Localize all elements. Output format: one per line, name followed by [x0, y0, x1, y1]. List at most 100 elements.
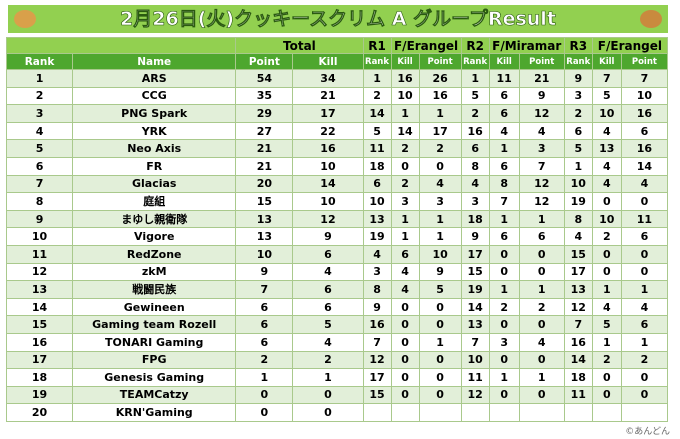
cell-value: 2 — [488, 297, 520, 317]
cell-value: 6 — [488, 156, 520, 176]
cell-value: 11 — [5, 244, 74, 264]
team-name: FR — [72, 156, 237, 176]
team-name: TONARI Gaming — [72, 332, 237, 352]
cell-value: 6 — [620, 227, 669, 246]
cell-value: 11 — [362, 139, 392, 158]
cell-value: 4 — [362, 244, 392, 264]
cell-value: 4 — [5, 121, 74, 141]
team-row: 10 Vigore 13 9 19 1 1 9 6 6 4 2 6 — [5, 227, 669, 246]
cell-value: 1 — [563, 156, 593, 176]
cell-value: 3 — [488, 332, 520, 352]
cell-value: 4 — [460, 174, 490, 194]
cell-value: 17 — [460, 244, 490, 264]
cell-value: 14 — [563, 350, 593, 370]
cell-value: 10 — [620, 86, 669, 106]
cell-value: 16 — [460, 121, 490, 141]
cell-value: 6 — [292, 297, 364, 317]
cell-value: 7 — [362, 332, 392, 352]
cell-value: 1 — [488, 139, 520, 158]
cell-value: 7 — [488, 192, 520, 211]
column-header: Point — [620, 53, 669, 70]
group-header: F/Erangel — [591, 37, 669, 54]
cell-value: 29 — [235, 104, 294, 123]
cell-value: 2 — [563, 104, 593, 123]
column-header: Rank — [5, 53, 74, 70]
cell-value: 13 — [460, 315, 490, 334]
cell-value: 13 — [591, 139, 622, 158]
column-header: Kill — [488, 53, 520, 70]
team-row: 13 戦闘民族 7 6 8 4 5 19 1 1 13 1 1 — [5, 280, 669, 299]
cell-value: 3 — [460, 192, 490, 211]
cell-value: 0 — [390, 156, 420, 176]
cell-value: 9 — [292, 227, 364, 246]
cell-value: 0 — [591, 385, 622, 405]
team-row: 8 庭組 15 10 10 3 3 3 7 12 19 0 0 — [5, 192, 669, 211]
cell-value: 0 — [292, 403, 364, 422]
cell-value: 35 — [235, 86, 294, 106]
cell-value: 10 — [292, 156, 364, 176]
cell-value: 2 — [390, 139, 420, 158]
cell-value: 5 — [591, 315, 622, 334]
empty-cell — [418, 403, 462, 422]
cell-value: 2 — [418, 139, 462, 158]
group-header: F/Erangel — [390, 37, 462, 54]
cell-value: 4 — [591, 121, 622, 141]
team-name: Gewineen — [72, 297, 237, 317]
cell-value: 4 — [518, 332, 565, 352]
cell-value: 18 — [460, 209, 490, 229]
cell-value: 5 — [292, 315, 364, 334]
cell-value: 5 — [563, 139, 593, 158]
team-row: 11 RedZone 10 6 4 6 10 17 0 0 15 0 0 — [5, 244, 669, 264]
cell-value: 2 — [591, 227, 622, 246]
cell-value: 0 — [292, 385, 364, 405]
cell-value: 14 — [5, 297, 74, 317]
cell-value: 18 — [362, 156, 392, 176]
cell-value: 11 — [563, 385, 593, 405]
cell-value: 0 — [518, 385, 565, 405]
title: 2月26日(火)クッキースクリム A グループResult — [120, 8, 556, 31]
cell-value: 1 — [418, 104, 462, 123]
cell-value: 1 — [390, 209, 420, 229]
cell-value: 3 — [563, 86, 593, 106]
cell-value: 0 — [591, 262, 622, 282]
cell-value: 20 — [5, 403, 74, 422]
cell-value: 16 — [292, 139, 364, 158]
cell-value: 6 — [488, 86, 520, 106]
empty-cell — [460, 403, 490, 422]
cell-value: 16 — [418, 86, 462, 106]
cell-value: 4 — [591, 156, 622, 176]
cell-value: 12 — [518, 192, 565, 211]
cell-value: 20 — [235, 174, 294, 194]
group-header: R2 — [460, 37, 490, 54]
cell-value: 16 — [620, 139, 669, 158]
cell-value: 16 — [620, 104, 669, 123]
cell-value: 12 — [518, 174, 565, 194]
cell-value: 10 — [5, 227, 74, 246]
team-name: FPG — [72, 350, 237, 370]
cell-value: 6 — [292, 280, 364, 299]
team-name: Glacias — [72, 174, 237, 194]
cell-value: 7 — [460, 332, 490, 352]
cell-value: 4 — [620, 174, 669, 194]
cell-value: 13 — [235, 209, 294, 229]
cell-value: 6 — [488, 227, 520, 246]
cell-value: 17 — [362, 368, 392, 387]
cell-value: 0 — [390, 368, 420, 387]
cell-value: 0 — [518, 350, 565, 370]
cell-value: 4 — [488, 121, 520, 141]
team-row: 20 KRN'Gaming 0 0 — [5, 403, 669, 422]
cell-value: 9 — [460, 227, 490, 246]
cell-value: 7 — [563, 315, 593, 334]
cell-value: 3 — [362, 262, 392, 282]
team-name: ARS — [72, 69, 237, 88]
cell-value: 17 — [5, 350, 74, 370]
cell-value: 0 — [488, 262, 520, 282]
empty-cell — [620, 403, 669, 422]
cell-value: 21 — [518, 69, 565, 88]
cell-value: 15 — [362, 385, 392, 405]
cell-value: 0 — [518, 315, 565, 334]
cell-value: 1 — [418, 332, 462, 352]
cell-value: 1 — [5, 69, 74, 88]
cell-value: 1 — [620, 280, 669, 299]
cell-value: 8 — [460, 156, 490, 176]
